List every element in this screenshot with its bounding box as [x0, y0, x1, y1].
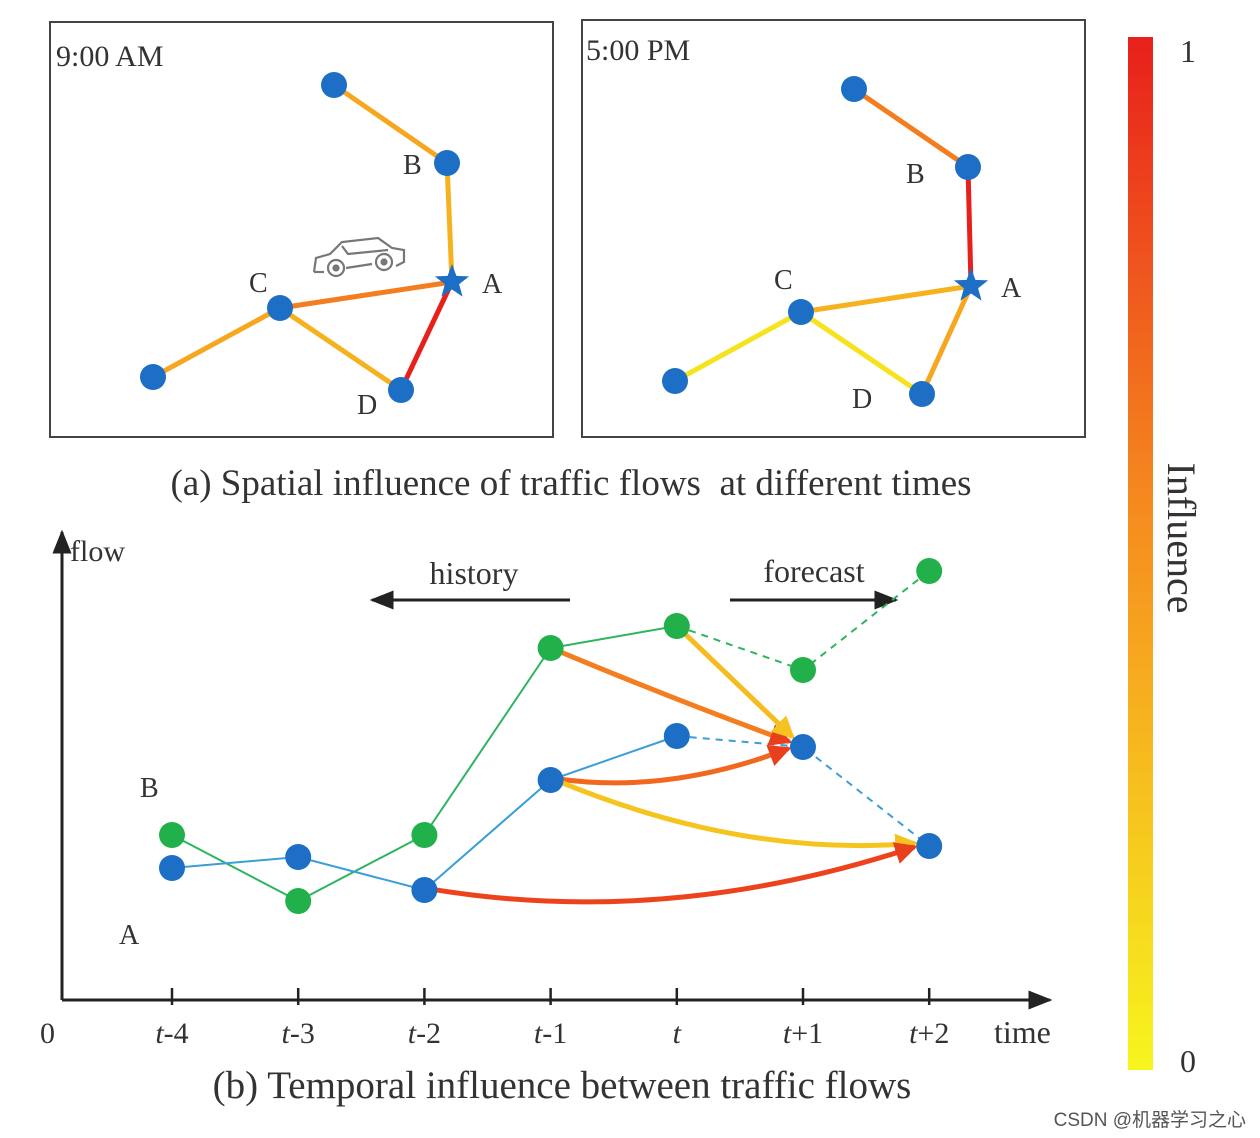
evening-node-c [788, 299, 814, 325]
evening-node-b [955, 154, 981, 180]
morning-label-a: A [482, 269, 503, 300]
origin-label: 0 [40, 1017, 55, 1050]
forecast-label: forecast [763, 553, 864, 589]
evening-label-d: D [852, 384, 872, 415]
influence-arrows [429, 629, 918, 905]
x-tick-label: t-4 [155, 1017, 188, 1050]
morning-edge-a-d [398, 279, 455, 393]
y-axis-label: flow [70, 535, 125, 568]
influence-arrow [556, 744, 792, 786]
series-a-point [790, 734, 816, 760]
panel-temporal: flow time 0 t-4 t-3 t-2 t-1 t t+1 t+2 history … [40, 529, 1053, 1050]
morning-label-c: C [249, 268, 268, 299]
x-tick-label: t-2 [408, 1017, 441, 1050]
car-icon [312, 236, 406, 278]
history-label: history [430, 555, 519, 591]
evening-edge-top-b [851, 86, 971, 170]
evening-node-top [841, 76, 867, 102]
influence-arrow [429, 842, 918, 905]
evening-edges [672, 86, 974, 397]
x-tick-label: t+1 [783, 1017, 823, 1050]
evening-edge-a-d [919, 283, 974, 397]
x-tick-label: t [673, 1017, 682, 1050]
panel-evening: 5:00 PM B C A D [581, 19, 1086, 438]
morning-edges [150, 82, 455, 393]
evening-edge-leftc-c [672, 309, 804, 384]
series-b-point [285, 888, 312, 914]
morning-node-b [434, 150, 460, 176]
influence-arrow [555, 648, 793, 746]
series-a-point [663, 723, 690, 749]
morning-edge-c-a [277, 279, 455, 311]
caption-b: (b) Temporal influence between traffic f… [213, 1064, 912, 1107]
morning-star-a-icon [434, 264, 470, 297]
x-tick-label: t-3 [282, 1017, 315, 1050]
colorbar-title: Influence [1159, 462, 1204, 613]
colorbar-min-label: 0 [1180, 1043, 1196, 1079]
evening-edge-c-d [798, 309, 925, 397]
evening-label-a: A [1001, 273, 1022, 304]
influence-arrow [555, 778, 918, 856]
evening-node-left [662, 368, 688, 394]
evening-edge-c-a [798, 283, 974, 315]
morning-edge-b-a [444, 160, 455, 285]
x-ticks: t-4 t-3 t-2 t-1 t t+1 t+2 [155, 988, 949, 1050]
x-tick-label: t+2 [909, 1017, 949, 1050]
morning-node-c [267, 295, 293, 321]
evening-star-a-icon [953, 268, 989, 301]
evening-node-d [909, 381, 935, 407]
evening-time-label: 5:00 PM [586, 34, 690, 67]
series-a-point [285, 844, 312, 870]
evening-edge-b-a [965, 164, 974, 289]
morning-label-b: B [403, 150, 422, 181]
series-a-point [537, 767, 564, 793]
series-b-label: B [140, 773, 159, 804]
series-a-observed-line [171, 735, 678, 892]
series-a-forecast-line [676, 735, 930, 847]
morning-label-d: D [357, 390, 377, 421]
colorbar-gradient [1128, 37, 1153, 1070]
series-b-point [790, 657, 816, 683]
series-a-point [916, 833, 943, 859]
morning-time-label: 9:00 AM [56, 40, 164, 73]
series-a-point [411, 877, 438, 903]
series-b-point [916, 558, 943, 584]
series-a-label: A [119, 920, 140, 951]
morning-edge-top-b [331, 82, 450, 166]
series-points [159, 558, 943, 914]
series-a-point [159, 855, 185, 881]
panel-morning: 9:00 AM B C A D [49, 21, 554, 438]
watermark: CSDN @机器学习之心 [1054, 1109, 1246, 1131]
influence-arrow [680, 629, 795, 740]
series-b-point [663, 613, 690, 639]
series-b-point [159, 822, 185, 848]
colorbar-max-label: 1 [1180, 33, 1196, 69]
panel-evening-frame [581, 19, 1086, 438]
evening-label-c: C [774, 265, 793, 296]
morning-node-d [388, 377, 414, 403]
morning-edge-leftc-c [150, 305, 283, 380]
series-lines [171, 570, 930, 903]
x-axis-label: time [994, 1014, 1051, 1050]
morning-edge-c-d [277, 305, 404, 393]
panel-morning-frame [49, 21, 554, 438]
caption-a: (a) Spatial influence of traffic flows a… [170, 463, 971, 504]
x-tick-label: t-1 [534, 1017, 567, 1050]
series-b-point [411, 822, 438, 848]
colorbar: 1 0 Influence [1128, 33, 1204, 1079]
morning-node-top [321, 72, 347, 98]
evening-label-b: B [906, 159, 925, 190]
series-b-point [537, 635, 564, 661]
morning-node-left [140, 364, 166, 390]
